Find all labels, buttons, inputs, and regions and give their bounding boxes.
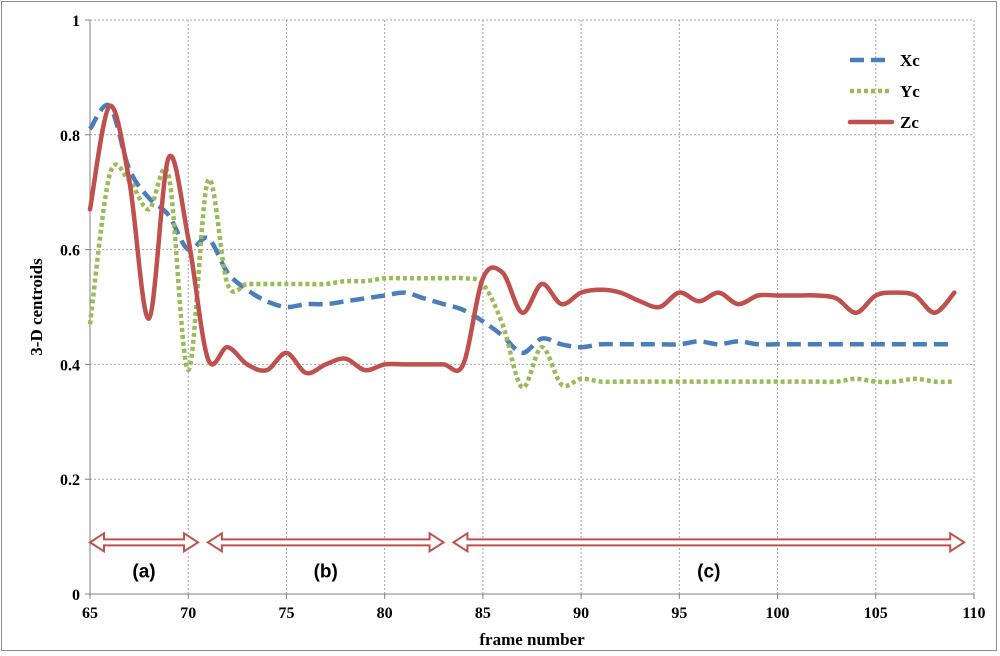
segment-arrow: (a): [88, 531, 200, 582]
y-tick-label: 0: [72, 587, 80, 604]
series-line-xc: [88, 102, 955, 356]
x-tick-labels: 65 70 75 80 85 90 95 100 105 110: [82, 605, 986, 622]
y-tick-label: 0.4: [60, 357, 80, 374]
y-tick-label: 0.8: [60, 128, 80, 145]
x-tick-label: 85: [475, 605, 491, 622]
x-tick-label: 75: [278, 605, 294, 622]
legend-label: Yc: [900, 82, 920, 101]
series-line-yc: [87, 162, 955, 390]
x-tick-label: 65: [82, 605, 98, 622]
series-line-zc: [87, 103, 957, 376]
x-tick-label: 100: [766, 605, 790, 622]
y-axis-label: 3-D centroids: [27, 258, 46, 356]
x-tick-label: 90: [573, 605, 589, 622]
segment-label: (b): [314, 561, 338, 582]
legend-label: Xc: [900, 51, 920, 70]
x-tick-label: 110: [962, 605, 985, 622]
legend-item-yc: Yc: [850, 82, 920, 101]
series-lines: [87, 102, 957, 390]
segment-label: (a): [132, 561, 155, 582]
y-tick-label: 0.2: [60, 472, 80, 489]
x-tick-label: 80: [377, 605, 393, 622]
x-tick-label: 95: [671, 605, 687, 622]
legend-label: Zc: [900, 113, 919, 132]
legend: Xc Yc Zc: [847, 51, 920, 132]
legend-item-zc: Zc: [847, 113, 919, 132]
x-tick-label: 70: [180, 605, 196, 622]
gridlines: [90, 19, 975, 594]
x-axis-label: frame number: [479, 630, 585, 649]
legend-item-xc: Xc: [850, 51, 920, 70]
y-tick-label: 0.6: [60, 243, 80, 260]
x-tick-label: 105: [864, 605, 888, 622]
segment-label: (c): [697, 561, 720, 582]
segment-arrow: (c): [451, 531, 967, 582]
segment-annotations: (a) (b) (c): [88, 531, 967, 582]
y-tick-labels: 0 0.2 0.4 0.6 0.8 1: [60, 13, 80, 604]
y-tick-label: 1: [72, 13, 80, 30]
segment-arrow: (b): [206, 531, 446, 582]
